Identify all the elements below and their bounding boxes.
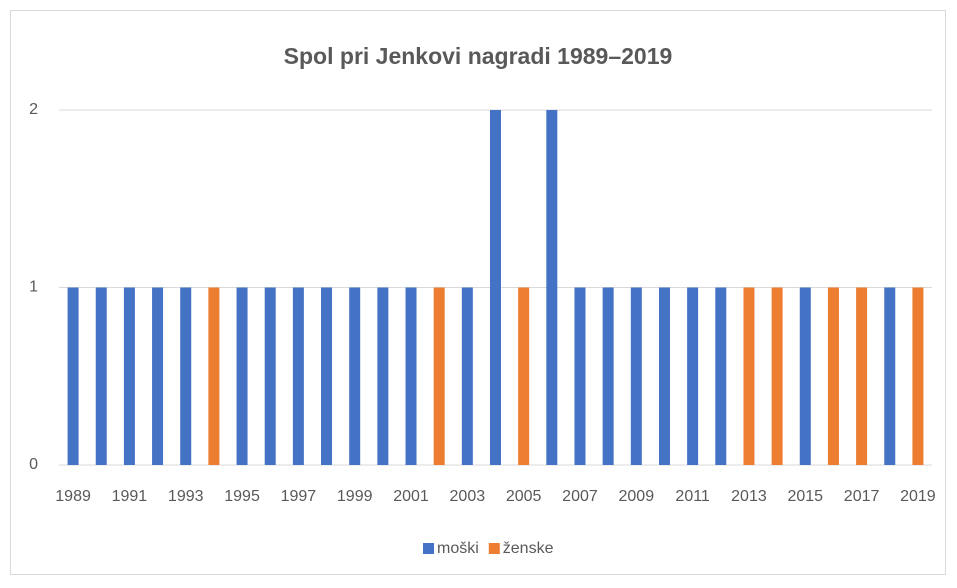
- x-tick-label: 2015: [787, 488, 823, 505]
- legend-label: moški: [437, 540, 479, 557]
- bar: [208, 287, 220, 465]
- bar: [771, 287, 783, 465]
- x-tick-label: 2013: [731, 488, 767, 505]
- bar: [743, 287, 755, 465]
- bar: [518, 287, 530, 465]
- bar: [630, 287, 642, 465]
- x-tick-label: 1999: [337, 488, 373, 505]
- x-tick-label: 2011: [675, 488, 710, 505]
- bar: [687, 287, 699, 465]
- bar: [461, 287, 473, 465]
- bar: [912, 287, 924, 465]
- bar: [490, 110, 501, 465]
- bar: [658, 287, 670, 465]
- bar: [377, 287, 389, 465]
- bar: [405, 287, 417, 465]
- bar: [827, 287, 839, 465]
- legend-swatch: [488, 543, 500, 554]
- bar: [264, 287, 276, 465]
- bar: [95, 287, 107, 465]
- x-tick-label: 2001: [393, 488, 429, 505]
- x-tick-label: 2017: [844, 488, 880, 505]
- y-tick-label: 2: [29, 101, 38, 118]
- x-tick-label: 2007: [562, 488, 598, 505]
- x-tick-label: 2003: [450, 488, 486, 505]
- bar: [433, 287, 445, 465]
- bar: [67, 287, 79, 465]
- legend-label: ženske: [503, 540, 554, 557]
- bar: [180, 287, 192, 465]
- y-tick-label: 1: [29, 279, 38, 296]
- bar: [715, 287, 727, 465]
- bar: [884, 287, 896, 465]
- bar: [236, 287, 248, 465]
- bar: [856, 287, 868, 465]
- x-tick-label: 1993: [168, 488, 204, 505]
- x-tick-label: 2005: [506, 488, 542, 505]
- bar: [602, 287, 614, 465]
- x-tick-label: 2009: [619, 488, 655, 505]
- bar: [349, 287, 361, 465]
- bar: [123, 287, 135, 465]
- chart-title: Spol pri Jenkovi nagradi 1989–2019: [284, 43, 673, 69]
- bar: [799, 287, 811, 465]
- bar: [546, 110, 558, 465]
- bar: [321, 287, 333, 465]
- bar: [574, 287, 586, 465]
- bar: [152, 287, 164, 465]
- x-tick-label: 1997: [281, 488, 317, 505]
- x-tick-label: 1989: [55, 488, 91, 505]
- legend-swatch: [423, 543, 434, 554]
- x-tick-label: 1995: [224, 488, 260, 505]
- chart-frame: [10, 10, 946, 575]
- bar: [292, 287, 304, 465]
- x-tick-label: 1991: [112, 488, 148, 505]
- y-tick-label: 0: [29, 456, 38, 473]
- x-tick-label: 2019: [900, 488, 936, 505]
